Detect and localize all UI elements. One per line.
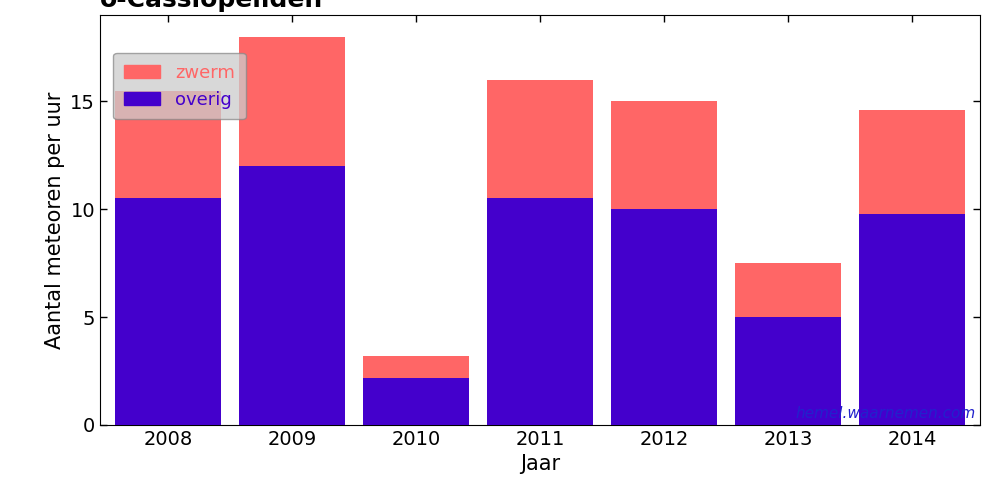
Legend: zwerm, overig: zwerm, overig (113, 52, 246, 120)
Text: δ-Cassiopeiiden: δ-Cassiopeiiden (100, 0, 323, 12)
Bar (611, 209, 717, 425)
Bar (487, 198, 593, 425)
Bar (859, 214, 965, 425)
Bar (115, 90, 221, 198)
Bar (487, 80, 593, 198)
Bar (735, 263, 841, 317)
Bar (735, 317, 841, 425)
Bar (239, 166, 345, 425)
Bar (239, 36, 345, 166)
X-axis label: Jaar: Jaar (520, 454, 560, 474)
Text: hemel.waarnemen.com: hemel.waarnemen.com (795, 406, 976, 421)
Bar (363, 378, 469, 425)
Bar (115, 198, 221, 425)
Bar (611, 102, 717, 209)
Bar (363, 356, 469, 378)
Bar (859, 110, 965, 214)
Y-axis label: Aantal meteoren per uur: Aantal meteoren per uur (45, 92, 65, 348)
